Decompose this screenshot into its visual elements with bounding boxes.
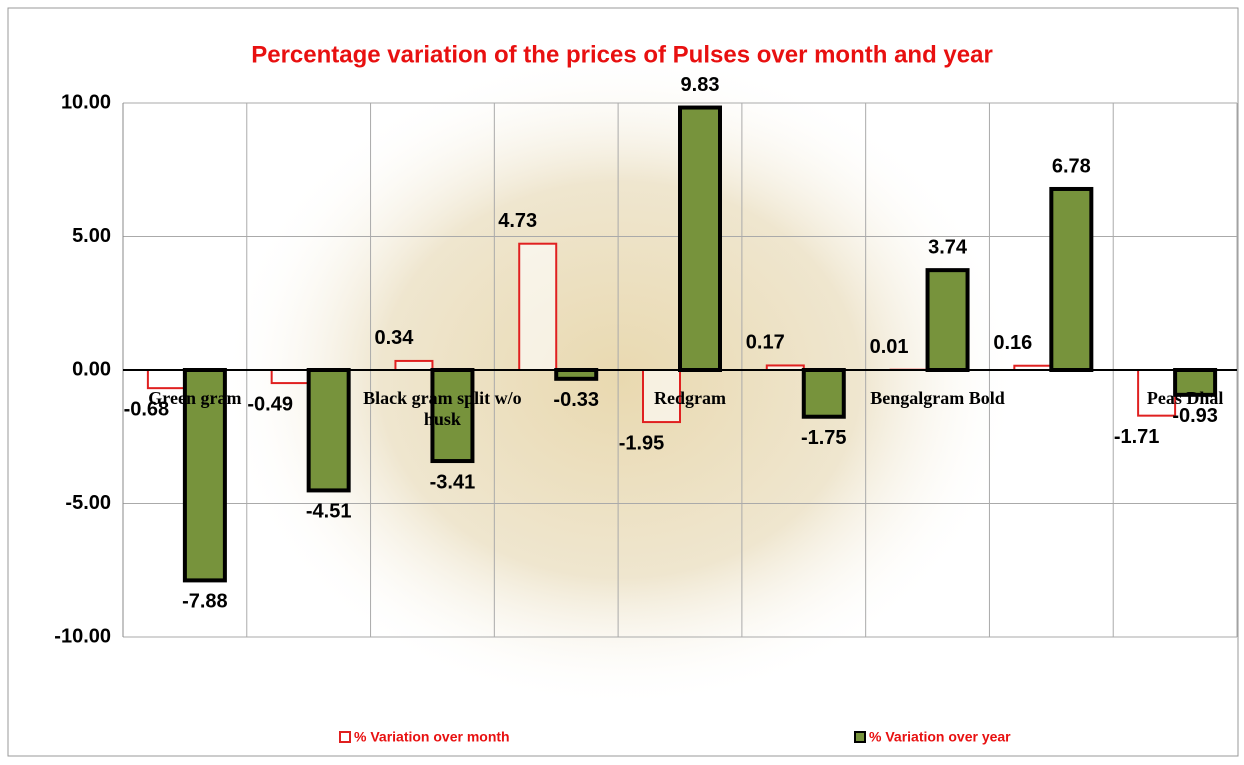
y-tick-label: 10.00 — [61, 91, 111, 113]
x-tick-label: Green gram — [110, 388, 280, 409]
x-tick-label: Black gram split w/o husk — [357, 388, 527, 430]
bar — [148, 370, 185, 388]
x-tick-label: Peas Dhal — [1100, 388, 1244, 409]
chart-title: Percentage variation of the prices of Pu… — [251, 41, 993, 68]
data-label: -7.88 — [182, 591, 228, 613]
bar — [804, 370, 844, 417]
y-tick-label: -5.00 — [65, 492, 111, 514]
data-label: 9.83 — [681, 74, 720, 96]
legend-label: % Variation over year — [869, 729, 1011, 745]
legend-swatch — [855, 732, 865, 742]
bar — [1051, 189, 1091, 370]
data-label: -1.95 — [619, 432, 665, 454]
data-label: 4.73 — [498, 210, 537, 232]
data-label: -1.75 — [801, 427, 847, 449]
data-label: -0.33 — [553, 389, 599, 411]
bar — [519, 244, 556, 370]
bar — [556, 370, 596, 379]
data-label: -1.71 — [1114, 426, 1160, 448]
x-tick-label: Bengalgram Bold — [853, 388, 1023, 409]
data-label: -3.41 — [430, 471, 476, 493]
bar — [309, 370, 349, 490]
y-tick-label: -10.00 — [54, 625, 111, 647]
data-label: -4.51 — [306, 501, 352, 523]
y-tick-label: 0.00 — [72, 358, 111, 380]
data-label: 0.34 — [374, 327, 414, 349]
data-label: 0.16 — [993, 332, 1032, 354]
data-label: 0.01 — [870, 336, 909, 358]
data-label: 3.74 — [928, 236, 968, 258]
data-label: 0.17 — [746, 332, 785, 354]
x-tick-label: Redgram — [605, 388, 775, 409]
legend-label: % Variation over month — [354, 729, 510, 745]
bar — [272, 370, 309, 383]
bar — [395, 361, 432, 370]
bar — [928, 270, 968, 370]
bar — [680, 108, 720, 370]
data-label: 6.78 — [1052, 155, 1091, 177]
legend-swatch — [340, 732, 350, 742]
y-tick-label: 5.00 — [72, 225, 111, 247]
